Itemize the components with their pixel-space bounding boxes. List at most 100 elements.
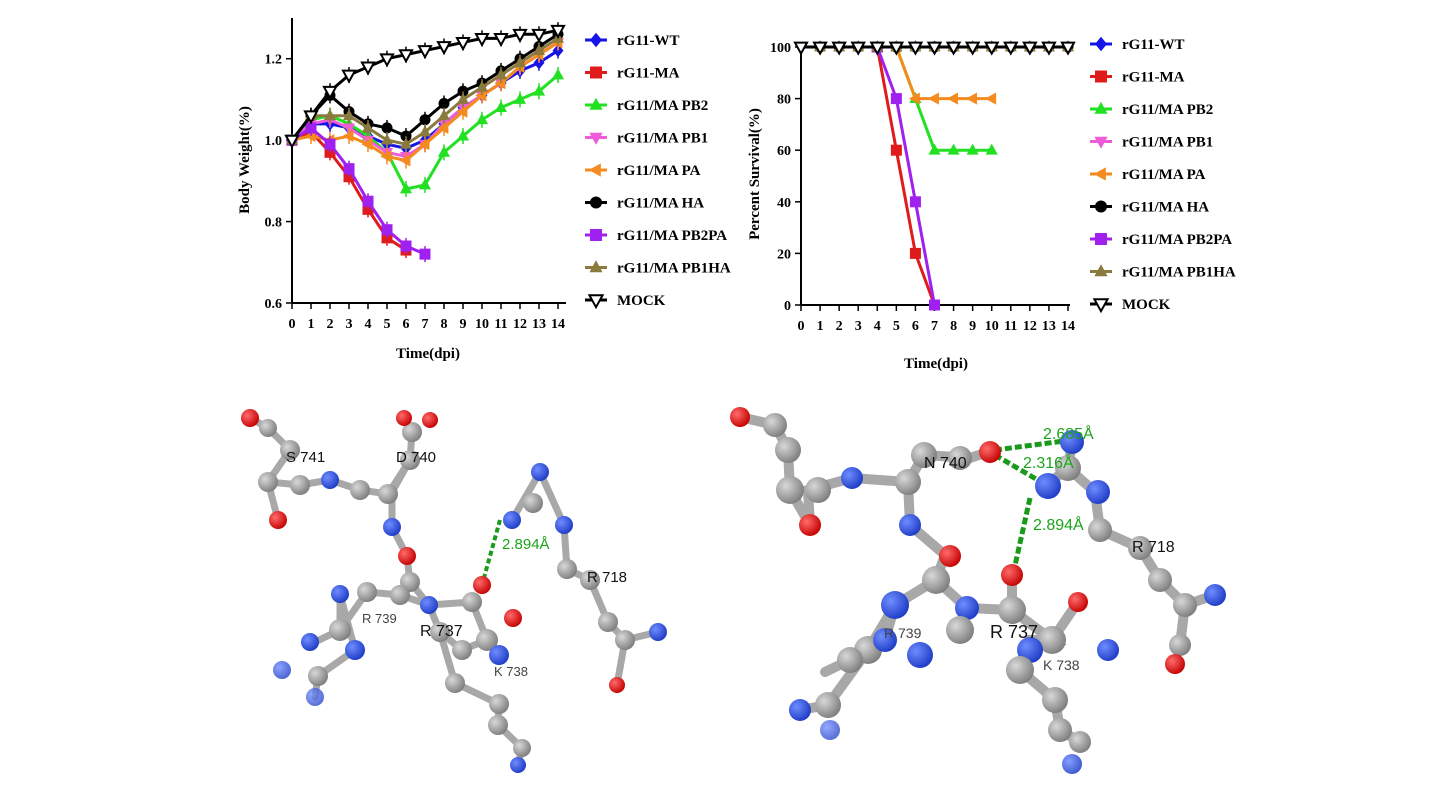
chart1-x-ticks: 0 1 2 3 4 5 6 7 8 9 10 11 12 13 14 <box>289 303 565 332</box>
data-point <box>475 80 489 92</box>
series-rg11-ma-pb1ha <box>285 30 565 153</box>
data-point <box>419 114 431 126</box>
residue-label-n740: N 740 <box>924 455 967 472</box>
data-point <box>947 143 960 155</box>
data-point <box>890 144 902 156</box>
data-point <box>324 146 336 158</box>
hbond-distance-right-3: 2.894Å <box>1033 515 1084 534</box>
data-point <box>869 41 886 56</box>
legend-label: rG11/MA PB1HA <box>617 261 731 277</box>
series-line <box>875 46 936 306</box>
legend-label: rG11/MA PB2 <box>1122 102 1213 118</box>
left-atoms <box>241 409 667 773</box>
chart1-y-axis-label: Body Weight(%) <box>237 106 253 214</box>
x-tick-label: 3 <box>855 319 862 334</box>
legend-item-rg11-ma-pa: rG11/MA PA <box>1090 167 1206 183</box>
data-point <box>985 92 997 105</box>
data-point <box>343 171 355 183</box>
hbond-distance-right-2: 2.316Å <box>1023 453 1074 472</box>
right-labels: N 740 R 718 R 739 R 737 K 738 2.685Å 2.3… <box>884 424 1175 673</box>
data-point <box>399 182 413 194</box>
legend-item-rg11-ma-pb1: rG11/MA PB1 <box>1090 135 1213 151</box>
x-tick-label: 5 <box>893 319 900 334</box>
body-weight-chart: 0 1 2 3 4 5 6 7 8 9 10 11 12 13 14 0.60.81.01.2 Time(d… <box>237 18 731 362</box>
legend-marker <box>1094 136 1108 149</box>
legend-marker <box>1095 233 1107 245</box>
legend-marker <box>1092 298 1110 314</box>
x-tick-label: 7 <box>422 317 429 332</box>
x-tick-label: 8 <box>950 319 957 334</box>
data-point <box>494 100 508 112</box>
right-structure: N 740 R 718 R 739 R 737 K 738 2.685Å 2.3… <box>730 407 1226 774</box>
data-point <box>493 32 509 48</box>
x-tick-label: 13 <box>1042 319 1056 334</box>
y-tick-label: 60 <box>777 144 791 159</box>
legend-label: MOCK <box>617 293 666 309</box>
data-point <box>532 84 546 96</box>
legend-marker <box>590 229 602 241</box>
data-point <box>437 109 451 121</box>
hbond-distance-left: 2.894Å <box>502 536 550 553</box>
legend-marker <box>1093 167 1106 181</box>
legend-item-rg11-ma: rG11-MA <box>1090 70 1185 86</box>
data-point <box>399 154 411 167</box>
data-point <box>494 77 506 90</box>
legend-item-rg11-ma-pb2pa: rG11/MA PB2PA <box>1090 232 1232 248</box>
data-point <box>381 122 393 134</box>
data-point <box>381 232 393 244</box>
residue-label-r739: R 739 <box>362 611 397 626</box>
chart2-axes <box>800 42 1070 306</box>
data-point <box>985 143 998 155</box>
y-tick-label: 0 <box>784 299 791 314</box>
legend-label: rG11/MA PA <box>617 163 701 179</box>
data-point <box>1060 41 1076 56</box>
residue-label-r737-right: R 737 <box>990 622 1038 642</box>
data-point <box>438 98 450 109</box>
y-tick-label: 0.8 <box>265 216 283 231</box>
x-tick-label: 9 <box>460 317 467 332</box>
residue-label-r718: R 718 <box>587 569 627 586</box>
legend-label: rG11/MA PB1 <box>617 131 708 147</box>
legend-label: MOCK <box>1122 297 1171 313</box>
x-tick-label: 11 <box>1004 319 1017 334</box>
x-tick-label: 6 <box>403 317 410 332</box>
data-point <box>284 134 300 149</box>
chart2-series <box>793 40 1076 311</box>
data-point <box>513 92 527 104</box>
data-point <box>362 195 374 207</box>
x-tick-label: 1 <box>817 319 824 334</box>
data-point <box>400 130 412 142</box>
legend-marker <box>589 97 603 110</box>
data-point <box>418 178 432 190</box>
series-mock <box>793 41 1076 56</box>
data-point <box>831 41 847 56</box>
data-point <box>964 41 981 56</box>
residue-label-k738-right: K 738 <box>1043 657 1080 673</box>
y-tick-label: 1.2 <box>265 53 283 68</box>
data-point <box>888 41 905 56</box>
data-point <box>400 240 412 252</box>
x-tick-label: 1 <box>308 317 315 332</box>
data-point <box>908 92 920 105</box>
data-point <box>929 299 940 311</box>
data-point <box>360 61 376 76</box>
data-point <box>532 43 546 55</box>
y-tick-label: 40 <box>777 196 791 211</box>
x-tick-label: 6 <box>912 319 919 334</box>
legend-item-rg11-ma-ha: rG11/MA HA <box>585 196 704 212</box>
data-point <box>323 109 337 121</box>
legend-item-rg11-ma-pb1ha: rG11/MA PB1HA <box>585 260 731 277</box>
legend-item-rg11-ma-ha: rG11/MA HA <box>1090 200 1209 216</box>
x-tick-label: 11 <box>494 317 507 332</box>
residue-label-r718-right: R 718 <box>1132 539 1175 556</box>
legend-marker <box>1094 264 1108 277</box>
chart1-x-axis-label: Time(dpi) <box>396 346 460 362</box>
legend-label: rG11/MA HA <box>1122 200 1209 216</box>
data-point <box>362 203 374 215</box>
data-point <box>890 93 902 105</box>
data-point <box>380 150 392 163</box>
data-point <box>552 43 564 58</box>
left-bonds <box>246 414 662 769</box>
data-point <box>342 109 356 121</box>
